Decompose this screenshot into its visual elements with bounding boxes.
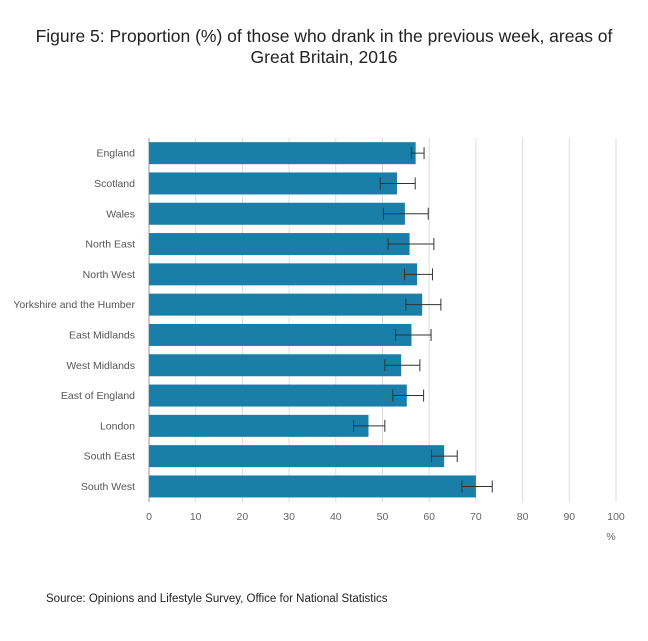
x-tick-label: 50 (377, 511, 389, 523)
bar-chart: England Scotland Wales North East North West… (13, 138, 625, 543)
chart-title-line-1: Figure 5: Proportion (%) of those who dr… (35, 26, 613, 46)
bar (149, 384, 407, 407)
bar (149, 263, 418, 286)
category-label: London (100, 420, 135, 432)
bar (149, 445, 445, 468)
error-bar (387, 238, 435, 251)
error-bar (382, 207, 429, 220)
category-label: England (96, 148, 135, 160)
category-label: Scotland (94, 178, 135, 190)
category-label: South West (81, 481, 135, 493)
x-tick-label: 10 (190, 511, 202, 523)
bar (149, 142, 416, 165)
category-labels: England Scotland Wales North East North West… (13, 148, 135, 493)
category-label: East Midlands (69, 329, 135, 341)
bar (149, 202, 405, 225)
gridlines (148, 138, 617, 502)
x-tick-label: 0 (146, 511, 152, 523)
x-axis-unit-label: % (606, 531, 615, 543)
category-label: East of England (61, 390, 135, 402)
error-bar (461, 480, 493, 493)
x-tick-label: 40 (330, 511, 342, 523)
error-bar (392, 389, 425, 402)
error-bar (403, 268, 433, 281)
error-bar (395, 328, 432, 341)
x-tick-label: 30 (283, 511, 295, 523)
x-tick-label: 80 (517, 511, 529, 523)
category-label: Yorkshire and the Humber (13, 299, 135, 311)
x-axis-ticks: 0 10 20 30 40 50 60 70 80 90 100 (146, 511, 625, 523)
chart-title-line-2: Great Britain, 2016 (250, 47, 398, 67)
x-tick-label: 100 (607, 511, 625, 523)
error-bars (353, 147, 493, 493)
source-note: Source: Opinions and Lifestyle Survey, O… (46, 593, 388, 605)
bar (149, 233, 410, 256)
error-bar (353, 419, 386, 432)
error-bar (379, 177, 416, 190)
bar (149, 293, 423, 316)
chart-title: Figure 5: Proportion (%) of those who dr… (0, 26, 648, 68)
category-label: South East (84, 451, 135, 463)
bar (149, 414, 369, 437)
category-label: West Midlands (66, 360, 135, 372)
bar (149, 172, 397, 195)
category-label: Wales (106, 208, 135, 220)
error-bar (410, 147, 425, 160)
bar (149, 354, 402, 377)
bars (149, 142, 476, 498)
error-bar (405, 298, 442, 311)
x-tick-label: 20 (237, 511, 249, 523)
x-tick-label: 60 (423, 511, 435, 523)
x-tick-label: 70 (470, 511, 482, 523)
bar (149, 475, 476, 498)
x-tick-label: 90 (563, 511, 575, 523)
error-bar (431, 450, 458, 463)
error-bar (384, 359, 421, 372)
bar (149, 323, 412, 346)
category-label: North West (83, 269, 135, 281)
category-label: North East (85, 239, 135, 251)
